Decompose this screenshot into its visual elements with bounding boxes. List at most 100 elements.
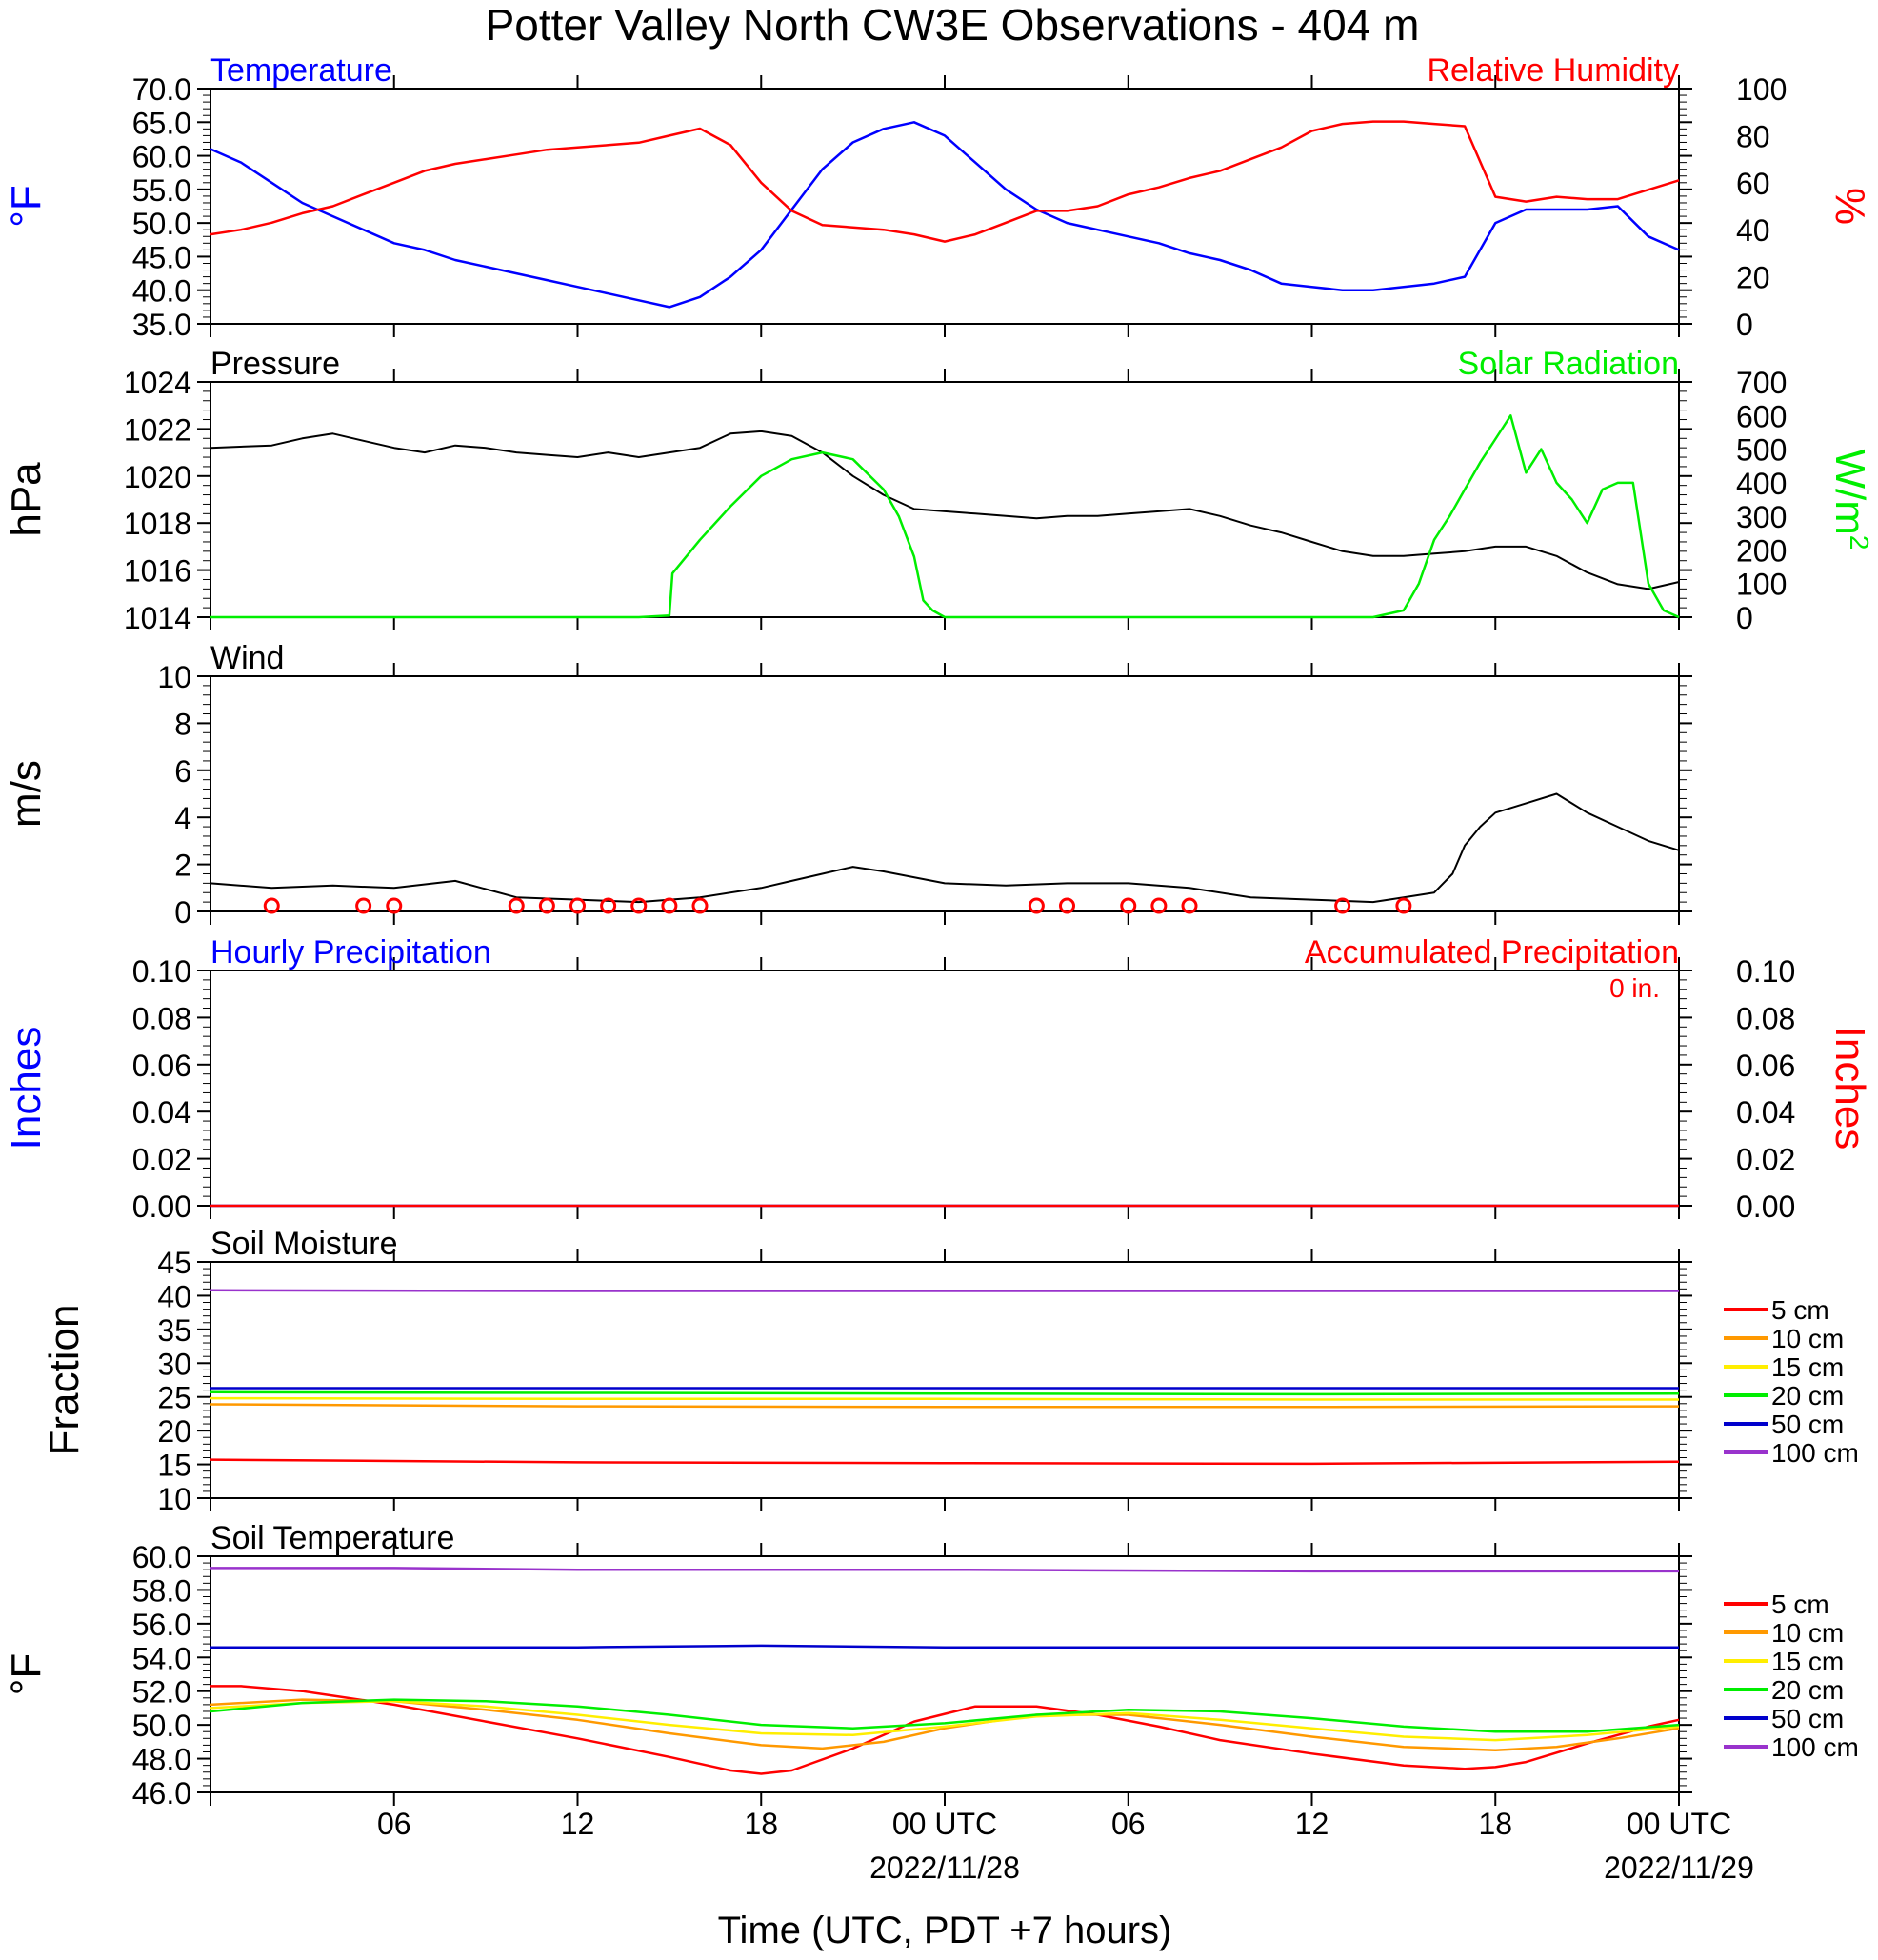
y-tick-label-left: 55.0	[132, 173, 191, 208]
y-tick-label-left: 40.0	[132, 274, 191, 309]
series-line-15-cm	[210, 1700, 1680, 1742]
calm-wind-marker	[691, 897, 709, 914]
y-tick-label-left: 10	[157, 660, 191, 694]
y-axis-label-left: m/s	[3, 760, 50, 828]
y-tick-label-left: 1018	[124, 507, 191, 541]
legend-label: 100 cm	[1771, 1732, 1859, 1762]
y-tick-label-left: 65.0	[132, 106, 191, 140]
y-tick-label-left: 2	[174, 849, 191, 883]
legend-label: 15 cm	[1771, 1352, 1844, 1382]
y-tick-label-left: 50.0	[132, 207, 191, 241]
y-tick-label-right: 20	[1736, 261, 1770, 295]
series-line-15-cm	[210, 1396, 1679, 1401]
y-tick-label-left: 35	[157, 1313, 191, 1348]
legend-label: 50 cm	[1771, 1704, 1844, 1733]
calm-wind-marker	[569, 897, 586, 914]
y-tick-label-left: 40	[157, 1279, 191, 1313]
y-tick-label-left: 58.0	[132, 1573, 191, 1608]
y-tick-label-left: 30	[157, 1347, 191, 1381]
y-tick-label-left: 60.0	[132, 140, 191, 174]
y-tick-label-right: 700	[1736, 366, 1787, 400]
panel-title-right: Accumulated Precipitation	[1305, 934, 1679, 970]
y-tick-label-left: 45	[157, 1246, 191, 1280]
y-tick-label-right: 100	[1736, 72, 1787, 107]
y-axis-label-left: Fraction	[41, 1305, 88, 1456]
calm-wind-marker	[263, 897, 280, 914]
calm-wind-marker	[1150, 897, 1168, 914]
y-tick-label-left: 15	[157, 1449, 191, 1483]
y-axis-label-superscript: 2	[1846, 535, 1875, 550]
series-line-100-cm	[210, 1289, 1679, 1292]
panel-title-right: Solar Radiation	[1458, 346, 1679, 382]
y-tick-label-left: 0.02	[132, 1143, 191, 1177]
y-tick-label-right: 0.04	[1736, 1095, 1795, 1130]
y-axis-label-right: Inches	[1827, 1027, 1873, 1150]
panel-soil_temp: 46.048.050.052.054.056.058.060.0 Soil Tem…	[3, 1520, 1859, 1810]
series-line-20-cm	[210, 1698, 1680, 1733]
y-axis-label-left: °F	[3, 1653, 50, 1695]
chart-title: Potter Valley North CW3E Observations - …	[486, 0, 1420, 50]
panel-title-left: Soil Temperature	[210, 1520, 454, 1556]
x-tick-label: 00 UTC	[1627, 1807, 1731, 1841]
series-line-relative-humidity	[210, 120, 1680, 243]
y-tick-label-left: 0.10	[132, 954, 191, 989]
y-tick-label-left: 54.0	[132, 1641, 191, 1675]
y-axis-label-left: hPa	[3, 462, 50, 537]
y-tick-label-left: 1020	[124, 460, 191, 494]
y-axis-label-left: Inches	[3, 1027, 50, 1150]
y-tick-label-left: 0.06	[132, 1049, 191, 1083]
calm-wind-marker	[538, 897, 555, 914]
series-line-solar-radiation	[210, 414, 1680, 619]
y-tick-label-right: 0	[1736, 308, 1753, 342]
legend-label: 50 cm	[1771, 1410, 1844, 1439]
calm-wind-marker	[355, 897, 372, 914]
y-tick-label-left: 20	[157, 1414, 191, 1449]
y-tick-label-right: 60	[1736, 167, 1770, 201]
panel-title-left: Wind	[210, 640, 284, 676]
y-axis-label-left: °F	[3, 185, 50, 227]
y-tick-label-left: 60.0	[132, 1540, 191, 1574]
panel-title-right: Relative Humidity	[1427, 52, 1679, 89]
y-tick-label-left: 0	[174, 895, 191, 930]
y-tick-label-left: 70.0	[132, 72, 191, 107]
y-tick-label-left: 35.0	[132, 308, 191, 342]
x-tick-label: 12	[1295, 1807, 1329, 1841]
x-tick-label: 12	[561, 1807, 595, 1841]
panel-title-left: Temperature	[210, 52, 392, 89]
panel-wind: 0 2 4 6 8 10 Wind m/s	[3, 640, 1692, 930]
x-tick-label: 00 UTC	[892, 1807, 997, 1841]
y-tick-label-right: 100	[1736, 568, 1787, 602]
y-tick-label-left: 0.08	[132, 1001, 191, 1035]
y-tick-label-left: 25	[157, 1381, 191, 1415]
legend-label: 100 cm	[1771, 1438, 1859, 1468]
x-tick-label: 06	[1111, 1807, 1146, 1841]
legend-label: 5 cm	[1771, 1590, 1829, 1619]
series-line-10-cm	[210, 1403, 1680, 1409]
calm-wind-marker	[1028, 897, 1045, 914]
calm-wind-marker	[600, 897, 617, 914]
y-tick-label-left: 52.0	[132, 1675, 191, 1710]
legend-label: 10 cm	[1771, 1618, 1844, 1648]
legend-label: 5 cm	[1771, 1295, 1829, 1325]
y-tick-label-right: 0.06	[1736, 1049, 1795, 1083]
panel-precip: 0.00 0.02 0.04 0.06 0.08 0.10 0.00 0.02 0.04 0.06…	[3, 934, 1873, 1224]
legend-label: 20 cm	[1771, 1675, 1844, 1705]
x-axis-label: Time (UTC, PDT +7 hours)	[718, 1910, 1172, 1951]
calm-wind-marker	[1395, 897, 1412, 914]
x-tick-date: 2022/11/29	[1604, 1850, 1754, 1885]
series-line-100-cm	[210, 1567, 1679, 1573]
y-tick-label-right: 0.10	[1736, 954, 1795, 989]
panel-title-left: Hourly Precipitation	[210, 934, 491, 970]
calm-wind-marker	[1120, 897, 1137, 914]
y-axis-label-right: W/m2	[1827, 450, 1875, 550]
y-tick-label-right: 400	[1736, 467, 1787, 501]
y-tick-label-left: 0.04	[132, 1095, 191, 1130]
calm-wind-marker	[1334, 897, 1351, 914]
y-tick-label-left: 56.0	[132, 1608, 191, 1642]
panel-temp_rh: 35.040.045.050.055.060.065.070.0 0 20 40 60 8…	[3, 52, 1873, 342]
y-tick-label-left: 45.0	[132, 240, 191, 274]
y-axis-label-right: %	[1827, 188, 1873, 225]
panel-title-left: Pressure	[210, 346, 340, 382]
